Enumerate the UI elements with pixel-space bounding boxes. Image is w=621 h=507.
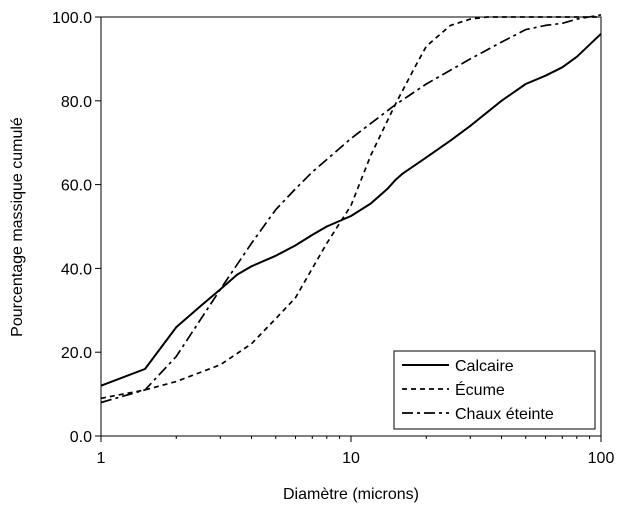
legend: Calcaire Écume Chaux éteinte <box>393 350 596 430</box>
legend-label: Écume <box>455 380 505 399</box>
series-line-solid <box>100 33 602 387</box>
y-axis-label: Pourcentage massique cumulé <box>9 117 26 337</box>
legend-label: Calcaire <box>455 358 514 375</box>
x-axis-label: Diamètre (microns) <box>283 486 419 503</box>
y-tick-label: 0.0 <box>70 429 92 446</box>
y-tick-label: 80.0 <box>61 94 92 111</box>
series-line-dash-dot <box>100 14 602 404</box>
x-tick-label: 1 <box>97 450 106 467</box>
plot-series <box>100 14 602 404</box>
x-tick-label: 100 <box>588 450 615 467</box>
x-tick-label: 10 <box>342 450 360 467</box>
y-tick-label: 100.0 <box>52 10 92 27</box>
y-tick-label: 40.0 <box>61 261 92 278</box>
series-line-dashed <box>100 16 601 400</box>
y-tick-label: 20.0 <box>61 345 92 362</box>
y-tick-label: 60.0 <box>61 178 92 195</box>
legend-label: Chaux éteinte <box>455 406 554 423</box>
axes: 0.0 20.0 40.0 60.0 80.0 100.0 1 10 100 <box>52 10 614 467</box>
